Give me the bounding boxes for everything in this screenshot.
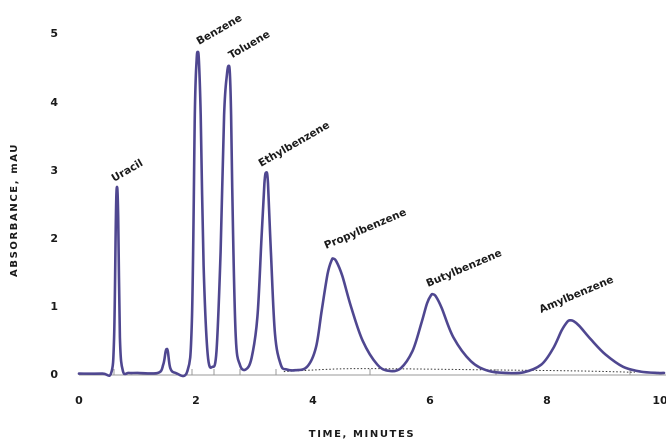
- y-tick-label: 5: [50, 27, 58, 40]
- peak-label-toluene: Toluene: [227, 28, 273, 61]
- x-axis-ticks: 0 2 4 6 8 10: [75, 394, 666, 407]
- chromatogram-trace: [77, 50, 666, 378]
- peak-label-uracil: Uracil: [110, 157, 146, 185]
- peak-labels: Uracil Benzene Toluene Ethylbenzene Prop…: [110, 12, 616, 316]
- y-tick-label: 1: [50, 300, 58, 313]
- peak-label-ethylbenzene: Ethylbenzene: [257, 119, 332, 169]
- x-tick-label: 4: [309, 394, 317, 407]
- x-axis-title: TIME, MINUTES: [309, 429, 415, 439]
- x-tick-label: 8: [543, 394, 551, 407]
- x-tick-label: 10: [652, 394, 666, 407]
- baseline-dotted-line: [283, 368, 635, 373]
- x-tick-label: 2: [192, 394, 200, 407]
- y-axis-ticks: 0 1 2 3 4 5: [50, 27, 58, 381]
- y-tick-label: 0: [50, 368, 58, 381]
- y-axis-title: ABSORBANCE, mAU: [9, 143, 20, 277]
- x-tick-label: 0: [75, 394, 83, 407]
- x-tick-label: 6: [426, 394, 434, 407]
- y-tick-label: 2: [50, 232, 58, 245]
- y-tick-label: 4: [50, 96, 58, 109]
- peak-label-benzene: Benzene: [195, 12, 245, 48]
- peak-label-amylbenzene: Amylbenzene: [537, 274, 615, 316]
- y-tick-label: 3: [50, 164, 58, 177]
- x-minor-ticks: [113, 369, 631, 375]
- peak-label-propylbenzene: Propylbenzene: [322, 206, 408, 251]
- peak-label-butylbenzene: Butylbenzene: [424, 247, 503, 290]
